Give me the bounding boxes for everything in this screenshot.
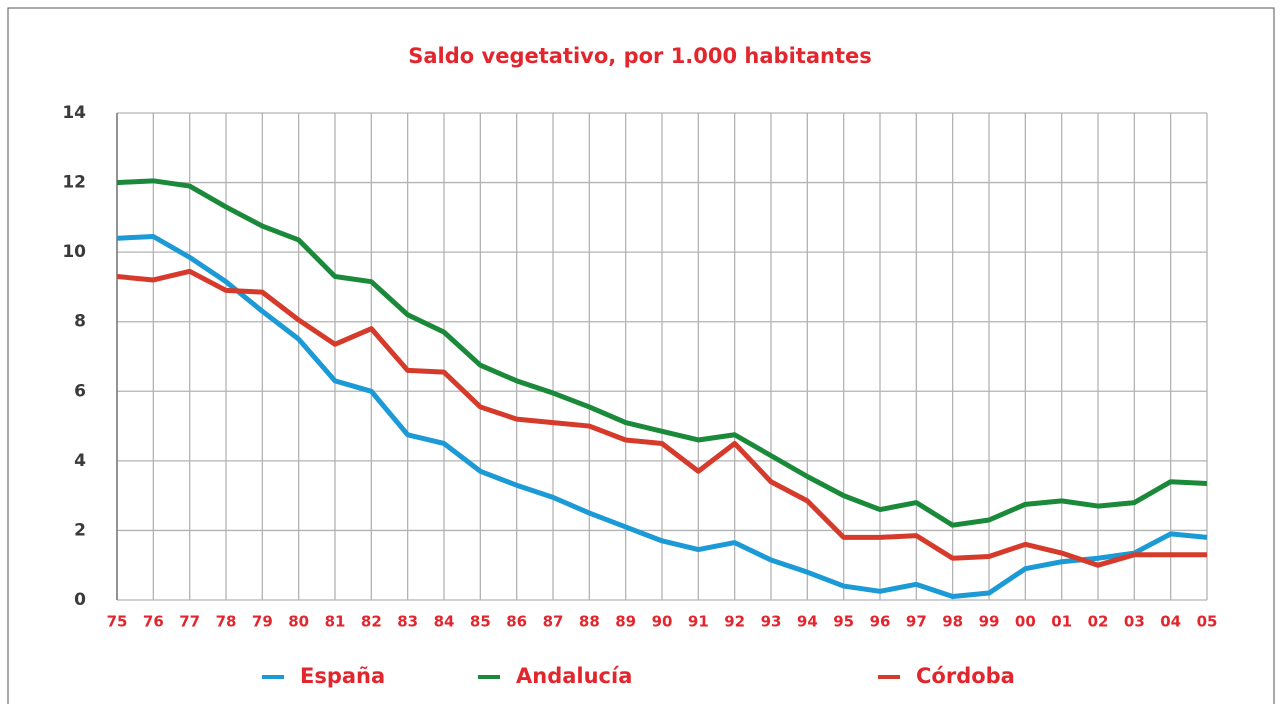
series-line: [116, 233, 1208, 600]
x-tick-label: 84: [434, 613, 455, 631]
legend-label: Andalucía: [516, 664, 632, 688]
y-tick-label: 10: [62, 242, 86, 262]
y-tick-label: 14: [62, 103, 86, 123]
series-line: [116, 178, 1208, 528]
y-tick-label: 2: [74, 520, 86, 540]
x-tick-label: 86: [506, 613, 527, 631]
x-tick-label: 01: [1051, 613, 1072, 631]
x-tick-label: 05: [1197, 613, 1218, 631]
chart-title: Saldo vegetativo, por 1.000 habitantes: [408, 44, 871, 68]
x-tick-label: 81: [325, 613, 346, 631]
x-tick-label: 98: [942, 613, 963, 631]
x-tick-label: 90: [652, 613, 673, 631]
y-tick-label: 6: [74, 381, 86, 401]
x-tick-label: 79: [252, 613, 273, 631]
y-tick-label: 4: [74, 451, 86, 471]
x-tick-label: 85: [470, 613, 491, 631]
x-tick-label: 88: [579, 613, 600, 631]
legend-label: España: [300, 664, 385, 688]
x-tick-label: 00: [1015, 613, 1036, 631]
x-tick-label: 93: [761, 613, 782, 631]
y-tick-label: 12: [62, 173, 86, 193]
x-tick-label: 99: [979, 613, 1000, 631]
x-tick-label: 92: [724, 613, 745, 631]
x-tick-label: 04: [1160, 613, 1181, 631]
legend-label: Córdoba: [916, 664, 1015, 688]
x-tick-label: 80: [288, 613, 309, 631]
x-tick-label: 97: [906, 613, 927, 631]
x-tick-label: 95: [833, 613, 854, 631]
y-tick-label: 0: [74, 590, 86, 610]
x-tick-label: 02: [1088, 613, 1109, 631]
x-tick-label: 83: [397, 613, 418, 631]
x-tick-label: 96: [870, 613, 891, 631]
x-tick-label: 03: [1124, 613, 1145, 631]
x-tick-label: 75: [107, 613, 128, 631]
x-tick-label: 89: [615, 613, 636, 631]
series-line: [116, 268, 1207, 568]
x-tick-label: 91: [688, 613, 709, 631]
x-tick-label: 87: [543, 613, 564, 631]
x-tick-label: 76: [143, 613, 164, 631]
x-tick-label: 82: [361, 613, 382, 631]
x-tick-label: 78: [216, 613, 237, 631]
x-tick-label: 77: [179, 613, 200, 631]
frame: [7, 7, 1275, 704]
y-tick-label: 8: [74, 312, 86, 332]
x-tick-label: 94: [797, 613, 818, 631]
